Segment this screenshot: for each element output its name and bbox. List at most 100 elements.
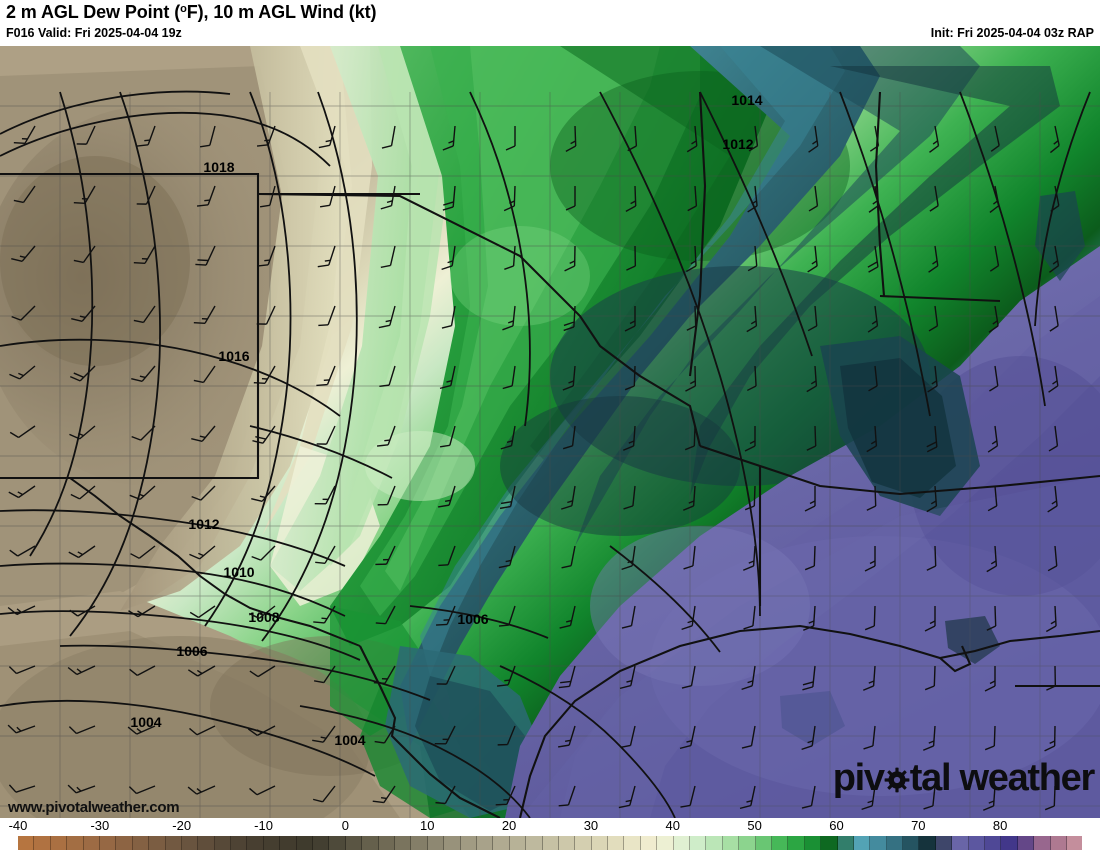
colorbar-swatch — [837, 836, 854, 850]
colorbar-swatch — [444, 836, 461, 850]
gear-icon — [884, 767, 910, 793]
svg-text:1006: 1006 — [457, 611, 488, 627]
colorbar-swatch — [1001, 836, 1018, 850]
map-canvas[interactable]: 1018 1016 1014 1012 1012 1010 1008 1006 … — [0, 46, 1100, 818]
colorbar-swatch — [788, 836, 805, 850]
title-text: 2 m AGL Dew Point ( — [6, 2, 181, 22]
colorbar-tick-labels: -40 -30 -20 -10 0 10 20 30 40 50 60 70 80 — [0, 818, 1100, 836]
state-borders — [0, 91, 1100, 818]
colorbar-swatch — [1050, 836, 1067, 850]
colorbar-swatch — [165, 836, 182, 850]
colorbar-swatch — [83, 836, 100, 850]
isobar-label: 1012 — [722, 136, 753, 152]
colorbar-swatch — [198, 836, 215, 850]
colorbar-swatch — [755, 836, 772, 850]
colorbar-tick-label: -20 — [172, 818, 192, 833]
colorbar-tick-label: 50 — [747, 818, 762, 833]
isobar-label: 1014 — [731, 92, 762, 108]
init-time-label: Init: Fri 2025-04-04 03z RAP — [930, 26, 1094, 40]
gulf-overlay — [520, 476, 1100, 818]
watermark-text-post: tal weather — [909, 757, 1096, 799]
isobar-label: 1012 — [188, 516, 219, 532]
colorbar-swatch — [985, 836, 1002, 850]
colorbar-tick-label: 70 — [911, 818, 926, 833]
svg-text:1008: 1008 — [248, 609, 279, 625]
colorbar-swatch — [18, 836, 35, 850]
colorbar-swatch — [427, 836, 445, 850]
map-layers: 1018 1016 1014 1012 1012 1010 1008 1006 … — [0, 46, 1100, 818]
mslp-isobars — [0, 90, 1091, 818]
colorbar-swatch — [903, 836, 920, 850]
valid-time-label: F016 Valid: Fri 2025-04-04 19z — [6, 26, 182, 40]
colorbar-swatch — [739, 836, 756, 850]
colorbar-swatch — [149, 836, 166, 850]
colorbar-swatch — [378, 836, 395, 850]
colorbar-swatch — [263, 836, 281, 850]
colorbar-swatch — [67, 836, 84, 850]
watermark-text-pre: piv — [832, 757, 885, 799]
colorbar-swatch — [214, 836, 232, 850]
svg-text:1016: 1016 — [218, 348, 249, 364]
colorbar-swatch — [181, 836, 199, 850]
colorbar-swatch — [1067, 836, 1083, 850]
svg-text:1012: 1012 — [722, 136, 753, 152]
colorbar-swatch — [509, 836, 527, 850]
map-graphics: 1018 1016 1014 1012 1012 1010 1008 1006 … — [0, 46, 1100, 818]
colorbar-swatch — [329, 836, 346, 850]
colorbar-swatch — [673, 836, 691, 850]
colorbar-swatch — [493, 836, 510, 850]
colorbar-swatch — [624, 836, 641, 850]
isobar-label: 1006 — [457, 611, 488, 627]
colorbar[interactable]: -40 -30 -20 -10 0 10 20 30 40 50 60 70 80 — [0, 818, 1100, 850]
colorbar-swatch — [526, 836, 543, 850]
colorbar-swatch — [1017, 836, 1035, 850]
colorbar-swatch — [411, 836, 428, 850]
svg-text:1012: 1012 — [188, 516, 219, 532]
colorbar-swatch — [460, 836, 477, 850]
svg-text:1010: 1010 — [223, 564, 254, 580]
colorbar-swatch — [34, 836, 51, 850]
colorbar-swatch — [919, 836, 936, 850]
degree-symbol: o — [180, 3, 187, 15]
page-title: 2 m AGL Dew Point (oF), 10 m AGL Wind (k… — [6, 2, 376, 23]
colorbar-tick-label: 80 — [992, 818, 1008, 833]
svg-text:1006: 1006 — [176, 643, 207, 659]
isobar-label-group: 1018 1016 1014 1012 1012 1010 1008 1006 … — [130, 92, 762, 748]
colorbar-swatch — [362, 836, 379, 850]
colorbar-tick-label: 40 — [665, 818, 680, 833]
isobar-label: 1004 — [130, 714, 161, 730]
colorbar-tick-label: -30 — [90, 818, 110, 833]
colorbar-tick-label: 20 — [501, 818, 517, 833]
colorbar-swatch — [575, 836, 592, 850]
isobar-label: 1006 — [176, 643, 207, 659]
colorbar-swatch — [231, 836, 248, 850]
colorbar-swatch — [690, 836, 707, 850]
isobar-label: 1018 — [203, 159, 234, 175]
colorbar-swatch — [558, 836, 576, 850]
colorbar-tick-label: 10 — [419, 818, 435, 833]
isobar-label: 1016 — [218, 348, 249, 364]
colorbar-swatch — [591, 836, 609, 850]
colorbar-swatch — [608, 836, 625, 850]
pivotal-weather-watermark: piv tal weather — [832, 757, 1096, 800]
colorbar-swatch — [280, 836, 297, 850]
colorbar-swatch — [771, 836, 789, 850]
colorbar-swatch — [1034, 836, 1051, 850]
svg-text:1018: 1018 — [203, 159, 234, 175]
colorbar-swatch — [394, 836, 412, 850]
svg-text:1004: 1004 — [130, 714, 161, 730]
international-border — [69, 477, 361, 647]
svg-text:1014: 1014 — [731, 92, 762, 108]
dewpoint-region-purple — [505, 191, 1100, 818]
colorbar-swatch — [345, 836, 363, 850]
colorbar-tick-label: -10 — [254, 818, 273, 833]
colorbar-swatch — [247, 836, 264, 850]
colorbar-swatch — [50, 836, 68, 850]
isobar-label: 1008 — [248, 609, 279, 625]
title-text-rest: F), 10 m AGL Wind (kt) — [186, 2, 377, 22]
colorbar-swatch — [313, 836, 330, 850]
colorbar-tick-label: 0 — [341, 818, 349, 833]
colorbar-swatch — [116, 836, 133, 850]
colorbar-color-strip[interactable] — [18, 836, 1083, 850]
